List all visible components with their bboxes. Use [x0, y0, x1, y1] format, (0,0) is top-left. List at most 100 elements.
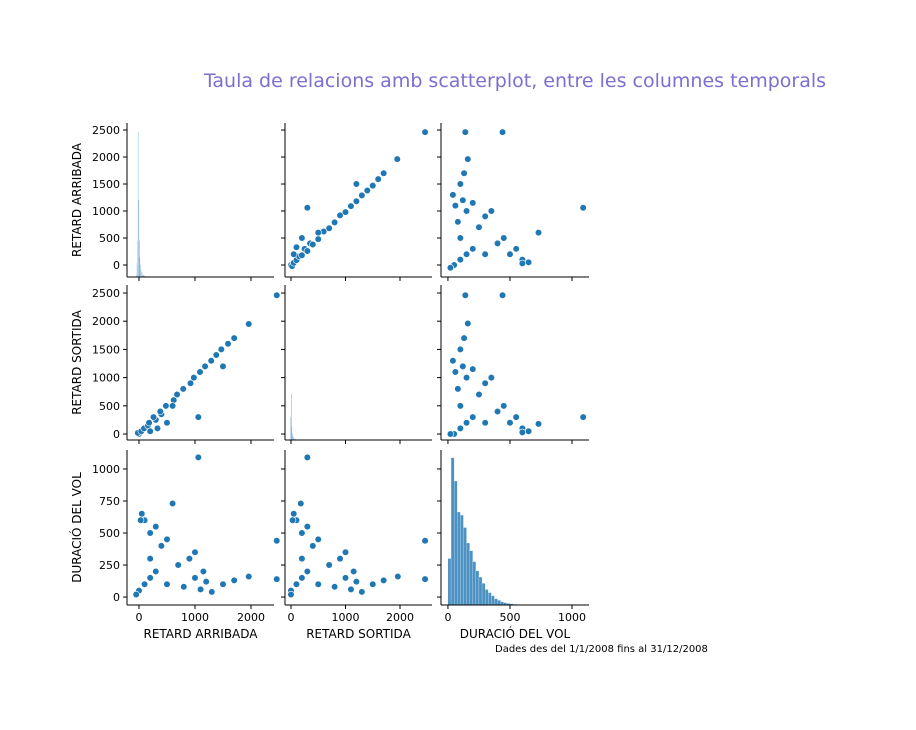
y-tick-label: 1000: [92, 372, 120, 385]
point: [174, 391, 181, 398]
point: [499, 129, 506, 136]
point: [450, 192, 457, 199]
point: [353, 181, 360, 188]
x-tick-label: 1000: [558, 611, 586, 624]
point: [580, 414, 587, 421]
point: [469, 246, 476, 253]
point: [326, 225, 333, 232]
point: [299, 555, 306, 562]
point: [359, 192, 366, 199]
point: [342, 209, 349, 216]
point: [309, 543, 316, 550]
point: [457, 403, 464, 410]
point: [353, 578, 360, 585]
bar: [457, 512, 460, 605]
point: [164, 419, 171, 426]
x-tick-label: 0: [135, 611, 142, 624]
x-tick-label: 1000: [332, 611, 360, 624]
point: [186, 555, 193, 562]
y-tick-label: 2000: [92, 315, 120, 328]
point: [202, 363, 209, 370]
point: [299, 575, 306, 582]
point: [299, 235, 306, 242]
bar: [460, 515, 463, 605]
point: [464, 156, 471, 163]
point: [462, 292, 469, 299]
bar: [482, 583, 485, 605]
point: [494, 408, 501, 415]
point: [525, 259, 532, 266]
y-tick-label: 500: [99, 232, 120, 245]
point: [137, 517, 144, 524]
point: [157, 408, 164, 415]
point: [469, 414, 476, 421]
point: [208, 589, 215, 596]
x-axis-label: RETARD SORTIDA: [306, 627, 411, 641]
y-tick-label: 1500: [92, 343, 120, 356]
point: [197, 369, 204, 376]
point: [192, 549, 199, 556]
point: [519, 260, 526, 267]
point: [315, 581, 322, 588]
bar: [479, 577, 482, 605]
point: [304, 204, 311, 211]
point: [463, 374, 470, 381]
y-tick-label: 0: [113, 259, 120, 272]
point: [304, 523, 311, 530]
point: [452, 369, 459, 376]
point: [164, 536, 171, 543]
point: [476, 224, 483, 231]
x-tick-label: 0: [287, 611, 294, 624]
point: [488, 208, 495, 215]
point: [154, 425, 161, 432]
point: [197, 586, 204, 593]
point: [488, 374, 495, 381]
bar: [448, 559, 451, 606]
point: [290, 510, 297, 517]
point: [220, 363, 227, 370]
point: [469, 200, 476, 207]
point: [513, 414, 520, 421]
point: [164, 581, 171, 588]
point: [353, 198, 360, 205]
point: [525, 428, 532, 435]
y-axis-label: DURACIÓ DEL VOL: [69, 472, 84, 583]
bar: [467, 543, 470, 605]
point: [348, 586, 355, 593]
y-tick-label: 1500: [92, 178, 120, 191]
point: [245, 321, 252, 328]
point: [175, 562, 182, 569]
point: [289, 517, 296, 524]
point: [191, 374, 198, 381]
point: [152, 568, 159, 575]
point: [141, 581, 148, 588]
point: [519, 429, 526, 436]
point: [450, 357, 457, 364]
bar: [488, 593, 491, 605]
point: [500, 235, 507, 242]
point: [350, 568, 357, 575]
point: [422, 129, 429, 136]
point: [218, 346, 225, 353]
y-tick-label: 750: [99, 495, 120, 508]
point: [231, 577, 238, 584]
x-axis-label: RETARD ARRIBADA: [143, 627, 258, 641]
point: [457, 346, 464, 353]
point: [463, 208, 470, 215]
point: [304, 454, 311, 461]
point: [535, 421, 542, 428]
point: [192, 575, 199, 582]
point: [342, 575, 349, 582]
y-tick-label: 0: [113, 591, 120, 604]
point: [457, 256, 464, 263]
point: [200, 568, 207, 575]
point: [460, 363, 467, 370]
point: [447, 264, 454, 271]
point: [147, 428, 154, 435]
point: [535, 229, 542, 236]
point: [163, 403, 170, 410]
bar: [494, 599, 497, 605]
bar: [476, 571, 479, 605]
point: [380, 577, 387, 584]
